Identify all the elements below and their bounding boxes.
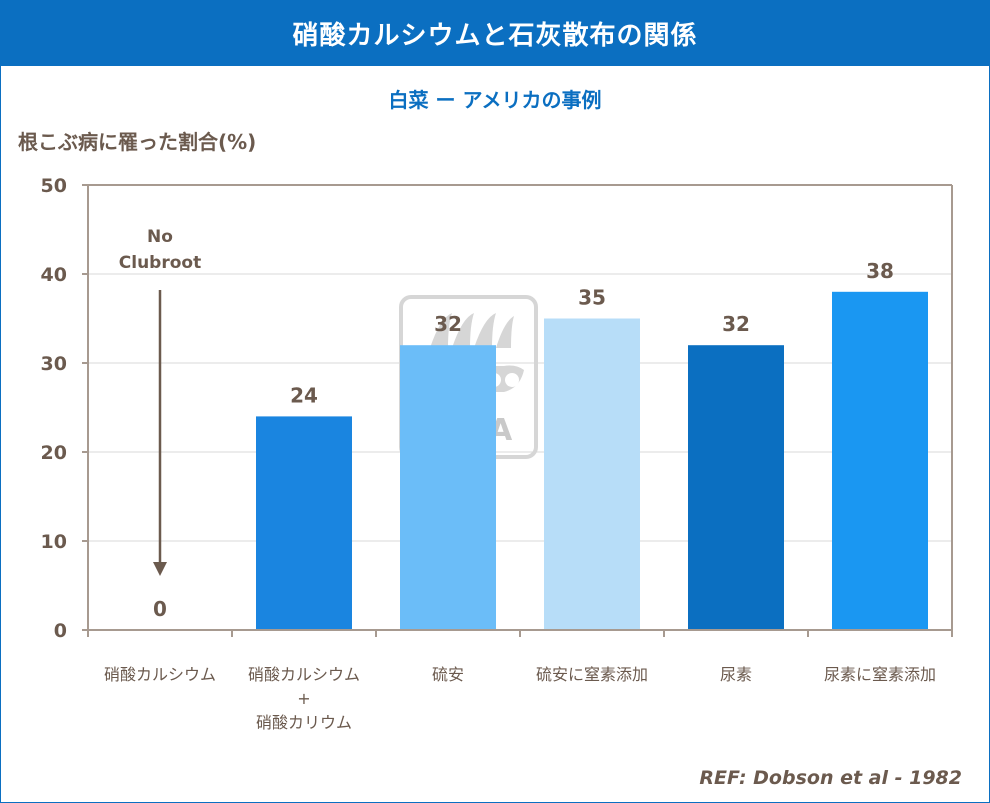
bar bbox=[688, 345, 784, 630]
labels: 0 10 20 30 40 50 0 硝酸カルシウム 24 硝酸カルシウム + 硝酸カリウム 32 硫安 3… bbox=[41, 175, 936, 732]
y-tick-label: 0 bbox=[54, 620, 67, 642]
x-tick-label: + bbox=[297, 689, 310, 708]
y-tick-label: 40 bbox=[41, 264, 67, 286]
y-tick-label: 20 bbox=[41, 442, 67, 464]
x-tick-label: 硫安 bbox=[432, 665, 464, 684]
y-tick-label: 50 bbox=[41, 175, 67, 197]
axes bbox=[82, 184, 953, 637]
chart-subtitle: 白菜 ー アメリカの事例 bbox=[388, 88, 602, 112]
annotation-label: No bbox=[147, 227, 173, 247]
y-axis-label: 根こぶ病に罹った割合(%) bbox=[18, 130, 257, 154]
bars bbox=[256, 291, 928, 630]
y-tick-label: 30 bbox=[41, 353, 67, 375]
x-tick-label: 尿素に窒素添加 bbox=[824, 665, 936, 684]
data-label: 32 bbox=[722, 312, 750, 336]
y-tick-label: 10 bbox=[41, 531, 67, 553]
x-tick-label: 硝酸カルシウム bbox=[104, 665, 216, 684]
data-label: 24 bbox=[290, 383, 318, 407]
data-label: 38 bbox=[866, 259, 894, 283]
x-tick-label: 尿素 bbox=[720, 665, 752, 684]
x-tick-label: 硝酸カリウム bbox=[256, 713, 352, 732]
annotation-label: Clubroot bbox=[119, 253, 201, 273]
data-label: 0 bbox=[153, 597, 167, 621]
bar bbox=[400, 345, 496, 630]
bar bbox=[832, 291, 928, 630]
reference-note: REF: Dobson et al - 1982 bbox=[699, 767, 962, 789]
x-tick-label: 硝酸カルシウム bbox=[248, 665, 360, 684]
bar bbox=[544, 318, 640, 630]
x-tick-label: 硫安に窒素添加 bbox=[536, 665, 648, 684]
bar bbox=[256, 416, 352, 630]
page-title: 硝酸カルシウムと石灰散布の関係 bbox=[0, 0, 990, 66]
data-label: 32 bbox=[434, 312, 462, 336]
annotation-arrow-head bbox=[153, 562, 167, 576]
grid-lines bbox=[88, 184, 952, 542]
data-label: 35 bbox=[578, 286, 606, 310]
